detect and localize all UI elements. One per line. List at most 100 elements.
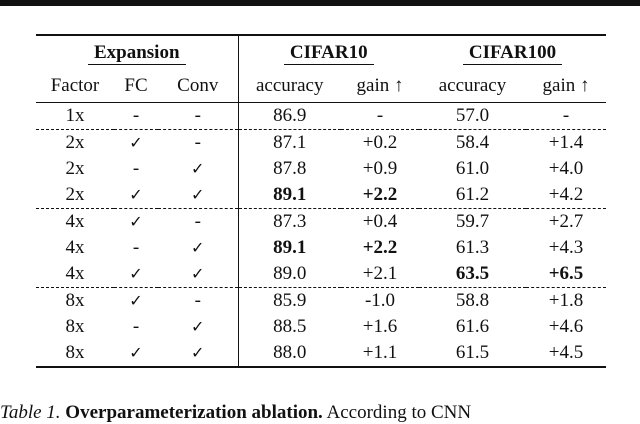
table-row: 4x ✓ ✓ 89.0 +2.1 63.5 +6.5 (36, 261, 606, 288)
cell-accuracy-cifar100: 58.4 (419, 129, 526, 156)
cell-factor: 4x (36, 208, 114, 235)
cell-gain-cifar10: +2.2 (362, 184, 398, 205)
cell-factor: 2x (36, 129, 114, 156)
table-row: 1x - - 86.9 - 57.0 - (36, 102, 606, 130)
cell-fc: - (132, 105, 140, 126)
cell-accuracy-cifar10: 89.0 (273, 263, 307, 284)
cell-accuracy-cifar10: 86.9 (273, 105, 307, 126)
cell-fc: ✓ (114, 340, 158, 368)
table-row: 2x - ✓ 87.8 +0.9 61.0 +4.0 (36, 156, 606, 182)
cell-factor: 8x (36, 287, 114, 314)
cell-accuracy-cifar10: 85.9 (238, 287, 341, 314)
cell-factor: 8x (36, 340, 114, 368)
cell-fc: - (132, 158, 140, 179)
cell-gain-cifar100: +2.7 (526, 208, 606, 235)
cell-factor: 2x (65, 158, 85, 179)
cell-conv: ✓ (158, 340, 239, 368)
table-row: 8x ✓ - 85.9 -1.0 58.8 +1.8 (36, 287, 606, 314)
sub-header-row: Factor FC Conv accuracy gain ↑ accuracy … (36, 70, 606, 103)
caption-label: Table 1. (0, 402, 61, 423)
cell-conv: - (158, 208, 239, 235)
cell-gain-cifar10: +0.9 (362, 158, 398, 179)
table-caption: Table 1. Overparameterization ablation. … (0, 402, 471, 424)
group-header-cifar10: CIFAR10 (238, 34, 419, 70)
cell-accuracy-cifar10: 88.5 (273, 316, 307, 337)
cell-accuracy-cifar100: 63.5 (455, 263, 490, 284)
cell-gain-cifar10: +2.2 (362, 237, 398, 258)
header-factor: Factor (36, 70, 114, 103)
header-conv: Conv (158, 70, 239, 103)
header-accuracy-cifar10: accuracy (238, 70, 341, 103)
cell-gain-cifar100: +4.0 (548, 158, 584, 179)
cell-conv: ✓ (158, 261, 239, 288)
cell-gain-cifar100: - (562, 105, 570, 126)
cell-gain-cifar100: +6.5 (548, 263, 584, 284)
cell-fc: - (132, 316, 140, 337)
header-gain-cifar10: gain ↑ (341, 70, 419, 103)
cell-accuracy-cifar10: 89.1 (273, 184, 307, 205)
cell-gain-cifar10: +0.2 (341, 129, 419, 156)
cell-gain-cifar100: +4.5 (526, 340, 606, 368)
cell-accuracy-cifar100: 61.0 (455, 158, 490, 179)
cell-accuracy-cifar100: 61.2 (455, 184, 490, 205)
group-header-cifar100: CIFAR100 (419, 34, 606, 70)
cell-fc: - (132, 237, 140, 258)
ablation-table-wrapper: Expansion CIFAR10 CIFAR100 Factor FC Con… (36, 34, 606, 368)
cell-gain-cifar10: +1.6 (362, 316, 398, 337)
cell-accuracy-cifar10: 87.1 (238, 129, 341, 156)
caption-text: According to CNN (326, 402, 472, 423)
cell-accuracy-cifar100: 61.6 (455, 316, 490, 337)
caption-bold-text: Overparameterization ablation. (65, 402, 323, 423)
cell-conv: - (158, 287, 239, 314)
cell-fc: ✓ (129, 185, 143, 204)
cell-conv: - (158, 129, 239, 156)
cell-gain-cifar10: -1.0 (341, 287, 419, 314)
group-header-row: Expansion CIFAR10 CIFAR100 (36, 34, 606, 70)
header-accuracy-cifar100: accuracy (419, 70, 526, 103)
cell-conv: ✓ (158, 156, 239, 182)
cell-conv: ✓ (158, 314, 239, 340)
cell-factor: 8x (65, 316, 85, 337)
table-row: 2x ✓ - 87.1 +0.2 58.4 +1.4 (36, 129, 606, 156)
cell-accuracy-cifar100: 58.8 (419, 287, 526, 314)
cell-accuracy-cifar100: 59.7 (419, 208, 526, 235)
previous-text-fragment: p (0, 0, 11, 8)
cell-accuracy-cifar100: 61.5 (419, 340, 526, 368)
cell-fc: ✓ (114, 208, 158, 235)
cell-gain-cifar100: +4.6 (548, 316, 584, 337)
cell-gain-cifar10: +0.4 (341, 208, 419, 235)
table-row: 4x - ✓ 89.1 +2.2 61.3 +4.3 (36, 235, 606, 261)
header-gain-cifar100: gain ↑ (526, 70, 606, 103)
cell-gain-cifar10: +2.1 (362, 263, 398, 284)
cell-fc: ✓ (114, 129, 158, 156)
cell-factor: 1x (65, 105, 85, 126)
cell-accuracy-cifar100: 57.0 (455, 105, 490, 126)
cell-factor: 2x (65, 184, 85, 205)
top-rule (0, 0, 640, 6)
cell-accuracy-cifar10: 89.1 (273, 237, 307, 258)
cell-accuracy-cifar10: 87.8 (273, 158, 307, 179)
cell-accuracy-cifar10: 88.0 (238, 340, 341, 368)
cell-gain-cifar100: +4.2 (548, 184, 584, 205)
table-row: 8x - ✓ 88.5 +1.6 61.6 +4.6 (36, 314, 606, 340)
table-row: 8x ✓ ✓ 88.0 +1.1 61.5 +4.5 (36, 340, 606, 368)
table-row: 4x ✓ - 87.3 +0.4 59.7 +2.7 (36, 208, 606, 235)
group-header-expansion: Expansion (36, 34, 239, 70)
cell-gain-cifar100: +1.4 (526, 129, 606, 156)
cell-accuracy-cifar100: 61.3 (455, 237, 490, 258)
cell-conv: ✓ (158, 182, 239, 209)
cell-factor: 4x (65, 263, 85, 284)
cell-accuracy-cifar10: 87.3 (238, 208, 341, 235)
cell-gain-cifar100: +1.8 (526, 287, 606, 314)
cell-conv: ✓ (158, 235, 239, 261)
cell-fc: ✓ (114, 287, 158, 314)
cell-fc: ✓ (129, 264, 143, 283)
table-row: 2x ✓ ✓ 89.1 +2.2 61.2 +4.2 (36, 182, 606, 209)
header-fc: FC (114, 70, 158, 103)
cell-gain-cifar100: +4.3 (548, 237, 584, 258)
cell-gain-cifar10: - (376, 105, 384, 126)
ablation-table: Expansion CIFAR10 CIFAR100 Factor FC Con… (36, 34, 606, 368)
cell-gain-cifar10: +1.1 (341, 340, 419, 368)
cell-conv: - (158, 102, 239, 130)
cell-factor: 4x (65, 237, 85, 258)
